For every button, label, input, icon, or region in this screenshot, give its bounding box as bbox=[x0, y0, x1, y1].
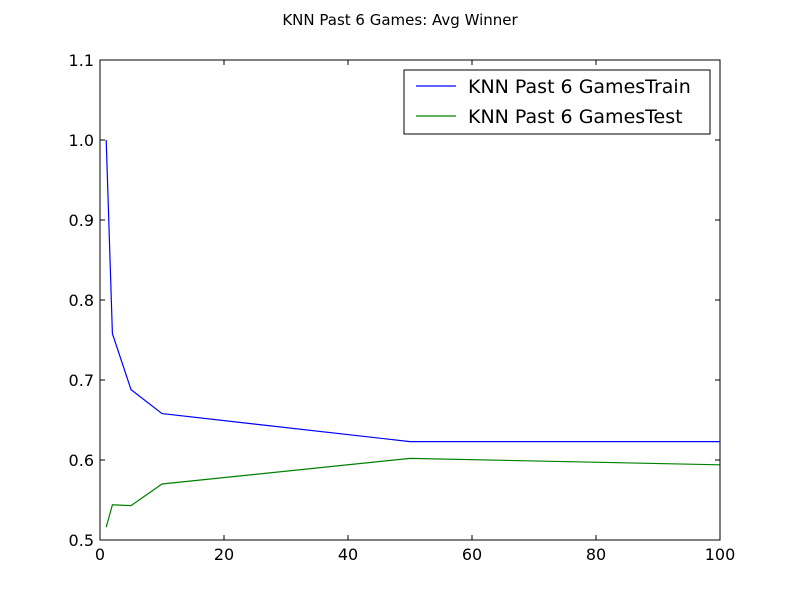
chart-title: KNN Past 6 Games: Avg Winner bbox=[282, 11, 518, 29]
legend: KNN Past 6 GamesTrain KNN Past 6 GamesTes… bbox=[403, 69, 711, 135]
axes: 0 20 40 60 80 100 0.5 0.6 0.7 0.8 0.9 1.0 1.1 bbox=[69, 51, 736, 564]
y-tick-label: 0.6 bbox=[69, 451, 94, 470]
legend-label-1: KNN Past 6 GamesTrain bbox=[468, 76, 691, 98]
y-tick-label: 0.7 bbox=[69, 371, 94, 390]
x-tick-label: 80 bbox=[586, 545, 606, 564]
x-tick-label: 0 bbox=[95, 545, 105, 564]
x-tick-label: 100 bbox=[705, 545, 736, 564]
legend-label-2: KNN Past 6 GamesTest bbox=[468, 106, 683, 128]
series-line-1 bbox=[105, 139, 720, 443]
series-line-2 bbox=[105, 457, 720, 528]
x-tick-label: 40 bbox=[338, 545, 358, 564]
plot-area bbox=[105, 139, 720, 528]
y-tick-label: 1.0 bbox=[69, 131, 94, 150]
y-tick-label: 0.8 bbox=[69, 291, 94, 310]
y-tick-label: 0.5 bbox=[69, 531, 94, 550]
x-tick-label: 60 bbox=[462, 545, 482, 564]
y-tick-label: 1.1 bbox=[69, 51, 94, 70]
legend-box bbox=[403, 69, 711, 135]
y-tick-label: 0.9 bbox=[69, 211, 94, 230]
x-tick-label: 20 bbox=[214, 545, 234, 564]
